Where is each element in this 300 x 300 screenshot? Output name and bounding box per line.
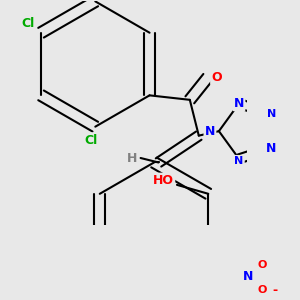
Text: N: N	[234, 156, 244, 166]
Text: O: O	[257, 285, 267, 295]
Text: Cl: Cl	[84, 134, 98, 147]
Text: H: H	[127, 152, 137, 164]
Text: N: N	[243, 270, 254, 283]
Text: N: N	[234, 97, 244, 110]
Text: -: -	[273, 284, 278, 296]
Text: O: O	[212, 71, 222, 84]
Text: N: N	[205, 125, 215, 138]
Text: Cl: Cl	[21, 17, 34, 30]
Text: HO: HO	[153, 174, 174, 187]
Text: O: O	[257, 260, 267, 270]
Text: N: N	[267, 109, 276, 119]
Text: N: N	[266, 142, 277, 155]
